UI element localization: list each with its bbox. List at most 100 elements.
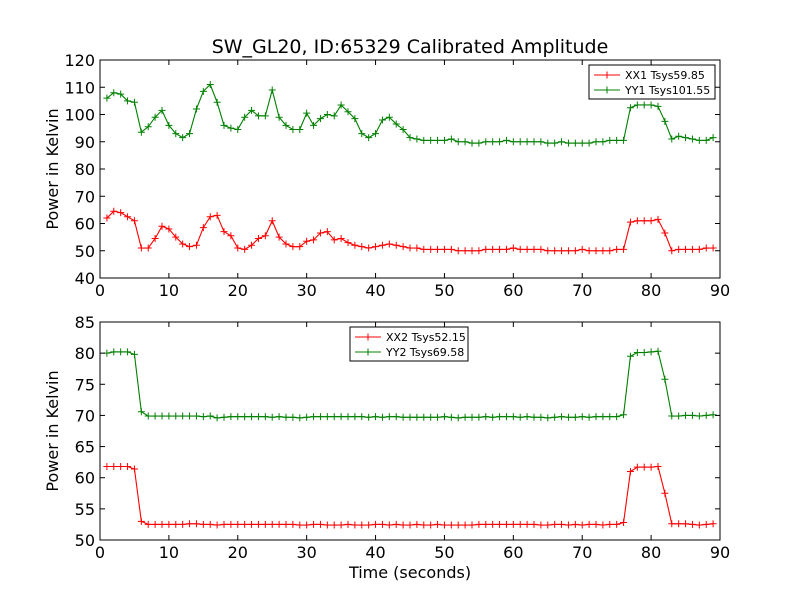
y-tick-label: 85 [75, 313, 95, 332]
data-point [268, 413, 276, 421]
x-tick-label: 50 [434, 281, 454, 300]
data-point [275, 413, 283, 421]
data-point [254, 520, 262, 528]
data-point [310, 520, 318, 528]
data-point [571, 520, 579, 528]
legend-label: XX1 Tsys59.85 [625, 69, 705, 82]
data-point [633, 463, 641, 471]
data-point [640, 463, 648, 471]
data-point [179, 412, 187, 420]
data-point [578, 245, 586, 253]
data-point [234, 125, 242, 133]
data-point [130, 350, 138, 358]
data-point [172, 233, 180, 241]
data-point [165, 412, 173, 420]
data-point [682, 245, 690, 253]
data-point [406, 134, 414, 142]
data-point [110, 348, 118, 356]
data-point [558, 247, 566, 255]
y-tick-label: 80 [75, 344, 95, 363]
data-point [544, 139, 552, 147]
data-point [668, 247, 676, 255]
data-point [261, 112, 269, 120]
data-point [564, 139, 572, 147]
y-tick-label: 100 [64, 106, 95, 125]
legend-label: XX2 Tsys52.15 [386, 331, 466, 344]
data-point [454, 247, 462, 255]
data-point [158, 222, 166, 230]
data-point [489, 413, 497, 421]
data-point [220, 121, 228, 129]
data-point [633, 101, 641, 109]
y-tick-label: 75 [75, 375, 95, 394]
data-point [399, 125, 407, 133]
data-point [599, 138, 607, 146]
legend-marker [364, 348, 372, 356]
data-point [378, 520, 386, 528]
data-point [316, 229, 324, 237]
data-point [502, 245, 510, 253]
data-point [702, 136, 710, 144]
y-tick-label: 80 [75, 160, 95, 179]
data-point [475, 413, 483, 421]
data-point [530, 520, 538, 528]
data-point [709, 244, 717, 252]
data-point [351, 241, 359, 249]
data-point [695, 521, 703, 529]
data-point [241, 113, 249, 121]
data-point [248, 520, 256, 528]
chart-2: 0 10 20 30 40 50 60 70 80 90 50 55 60 65 70 75 80 85 Power… [43, 313, 730, 582]
data-point [509, 138, 517, 146]
data-point [213, 521, 221, 529]
data-point [461, 247, 469, 255]
data-point [358, 130, 366, 138]
data-point [640, 101, 648, 109]
data-point [613, 520, 621, 528]
data-point [282, 413, 290, 421]
data-point [516, 520, 524, 528]
data-point [351, 115, 359, 123]
data-point [248, 106, 256, 114]
data-point [654, 347, 662, 355]
x-tick-label: 30 [296, 281, 316, 300]
data-point [282, 520, 290, 528]
data-point [358, 243, 366, 251]
data-point [130, 217, 138, 225]
data-point [261, 232, 269, 240]
data-point [509, 413, 517, 421]
data-point [647, 101, 655, 109]
data-point [406, 244, 414, 252]
y-tick-label: 70 [75, 187, 95, 206]
data-point [372, 520, 380, 528]
data-point [227, 232, 235, 240]
data-point [675, 132, 683, 140]
data-point [316, 520, 324, 528]
data-point [551, 139, 559, 147]
data-point [647, 348, 655, 356]
data-point [606, 520, 614, 528]
data-point [385, 113, 393, 121]
data-point [344, 520, 352, 528]
data-point [179, 134, 187, 142]
series-1 [103, 207, 717, 255]
data-point [482, 138, 490, 146]
data-point [578, 413, 586, 421]
data-point [103, 214, 111, 222]
data-point [496, 520, 504, 528]
data-point [502, 520, 510, 528]
data-point [626, 218, 634, 226]
data-point [124, 463, 132, 471]
data-point [420, 521, 428, 529]
data-point [289, 125, 297, 133]
data-point [626, 467, 634, 475]
data-point [668, 135, 676, 143]
data-point [613, 245, 621, 253]
data-point [599, 521, 607, 529]
data-point [337, 101, 345, 109]
series-2 [103, 81, 717, 147]
data-point [564, 413, 572, 421]
x-tick-label: 40 [365, 543, 385, 562]
y-tick-label: 50 [75, 531, 95, 550]
data-point [117, 209, 125, 217]
